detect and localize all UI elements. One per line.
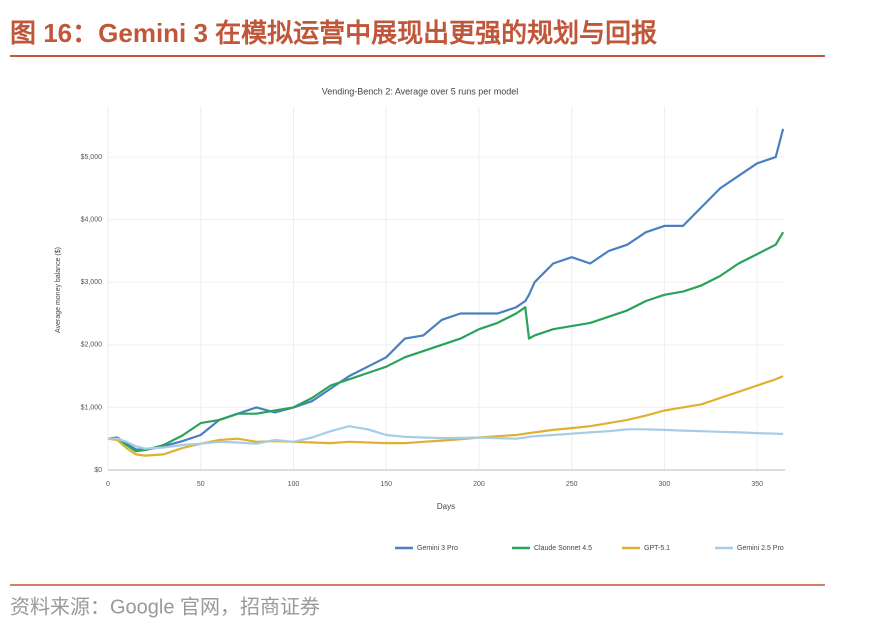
legend-label: Claude Sonnet 4.5 bbox=[534, 545, 592, 552]
y-tick-label: $0 bbox=[94, 467, 102, 474]
series-line bbox=[107, 231, 785, 453]
legend-label: Gemini 2.5 Pro bbox=[737, 545, 784, 552]
x-tick-label: 350 bbox=[751, 481, 763, 488]
y-tick-label: $1,000 bbox=[81, 404, 103, 411]
figure-title: 图 16：Gemini 3 在模拟运营中展现出更强的规划与回报 bbox=[10, 18, 657, 48]
y-tick-label: $4,000 bbox=[81, 216, 103, 223]
series-line bbox=[107, 128, 785, 452]
x-tick-label: 200 bbox=[473, 481, 485, 488]
x-tick-label: 0 bbox=[106, 481, 110, 488]
source: 资料来源：Google 官网，招商证券 bbox=[10, 595, 320, 618]
x-tick-label: 100 bbox=[288, 481, 300, 488]
series-line bbox=[108, 425, 784, 450]
chart-title: Vending-Bench 2: Average over 5 runs per… bbox=[322, 86, 518, 96]
x-tick-label: 300 bbox=[659, 481, 671, 488]
x-tick-label: 50 bbox=[197, 481, 205, 488]
legend-label: Gemini 3 Pro bbox=[417, 545, 458, 552]
legend-label: GPT-5.1 bbox=[644, 545, 670, 552]
y-axis-label: Average money balance ($) bbox=[55, 247, 62, 333]
x-tick-label: 150 bbox=[380, 481, 392, 488]
y-tick-label: $3,000 bbox=[81, 279, 103, 286]
y-tick-label: $5,000 bbox=[81, 154, 103, 161]
y-tick-label: $2,000 bbox=[81, 342, 103, 349]
x-axis-label: Days bbox=[437, 502, 455, 511]
x-tick-label: 250 bbox=[566, 481, 578, 488]
